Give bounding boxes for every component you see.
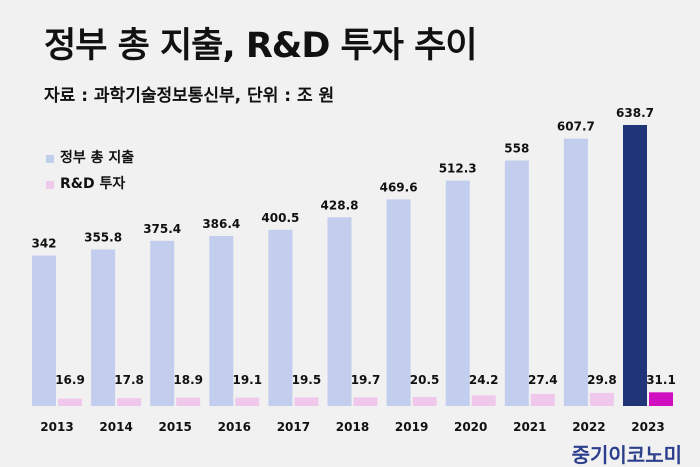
bar-rnd-2013 xyxy=(58,398,82,406)
x-tick-label-2018: 2018 xyxy=(336,420,369,434)
bar-total-2020 xyxy=(445,180,470,406)
legend-swatch xyxy=(46,180,54,189)
bar-total-2015 xyxy=(150,240,175,406)
x-tick-label-2013: 2013 xyxy=(40,420,73,434)
x-tick-label-2021: 2021 xyxy=(513,420,546,434)
x-tick-label-2020: 2020 xyxy=(454,420,487,434)
chart-subtitle: 자료 : 과학기술정보통신부, 단위 : 조 원 xyxy=(44,86,335,106)
data-label-total-2022: 607.7 xyxy=(557,120,595,134)
brand-logo: 중기이코노미 xyxy=(571,443,682,467)
bar-total-2017 xyxy=(268,229,293,406)
data-label-total-2014: 355.8 xyxy=(84,230,122,244)
data-label-rnd-2023: 31.1 xyxy=(646,373,676,387)
data-label-total-2021: 558 xyxy=(504,142,529,156)
bar-total-2021 xyxy=(504,160,529,406)
legend-swatch xyxy=(46,154,54,163)
bar-total-2019 xyxy=(386,199,411,406)
data-label-total-2023: 638.7 xyxy=(616,106,654,120)
bar-rnd-2019 xyxy=(412,396,437,406)
x-tick-label-2023: 2023 xyxy=(631,420,664,434)
data-label-total-2020: 512.3 xyxy=(439,162,477,176)
x-tick-label-2014: 2014 xyxy=(99,420,132,434)
x-tick-label-2022: 2022 xyxy=(572,420,605,434)
data-label-total-2015: 375.4 xyxy=(143,222,181,236)
data-label-rnd-2014: 17.8 xyxy=(114,373,144,387)
bar-total-2013 xyxy=(32,255,56,406)
bar-rnd-2021 xyxy=(530,393,555,406)
data-label-rnd-2013: 16.9 xyxy=(55,373,85,387)
bar-rnd-2016 xyxy=(235,397,260,406)
bar-rnd-2018 xyxy=(353,397,378,406)
data-label-rnd-2015: 18.9 xyxy=(173,373,203,387)
data-label-rnd-2021: 27.4 xyxy=(528,373,558,387)
data-label-rnd-2022: 29.8 xyxy=(587,373,617,387)
data-label-total-2018: 428.8 xyxy=(321,198,359,212)
bar-rnd-2020 xyxy=(471,395,496,406)
data-label-total-2013: 342 xyxy=(31,237,56,251)
legend-item-total-spending: 정부 총 지출 xyxy=(46,150,134,167)
data-label-rnd-2019: 20.5 xyxy=(410,373,440,387)
data-label-rnd-2017: 19.5 xyxy=(292,373,322,387)
bar-rnd-2014 xyxy=(117,398,142,406)
bar-rnd-2022 xyxy=(589,392,614,406)
x-tick-label-2016: 2016 xyxy=(218,420,251,434)
bar-rnd-2023 xyxy=(649,392,673,406)
data-label-rnd-2016: 19.1 xyxy=(232,373,262,387)
legend-label: 정부 총 지출 xyxy=(60,150,135,166)
x-tick-label-2019: 2019 xyxy=(395,420,428,434)
bar-rnd-2017 xyxy=(294,397,319,406)
bar-total-2016 xyxy=(209,236,234,406)
x-tick-label-2017: 2017 xyxy=(277,420,310,434)
x-tick-label-2015: 2015 xyxy=(158,420,191,434)
legend-item-rnd: R&D 투자 xyxy=(46,176,125,193)
chart-title: 정부 총 지출, R&D 투자 추이 xyxy=(44,26,478,66)
data-label-rnd-2018: 19.7 xyxy=(351,373,381,387)
data-label-total-2019: 469.6 xyxy=(380,180,418,194)
data-label-rnd-2020: 24.2 xyxy=(469,373,499,387)
bar-rnd-2015 xyxy=(176,397,201,406)
data-label-total-2017: 400.5 xyxy=(261,211,299,225)
legend-label: R&D 투자 xyxy=(60,176,126,192)
data-label-total-2016: 386.4 xyxy=(202,217,240,231)
bar-total-2014 xyxy=(91,249,116,406)
bar-total-2023 xyxy=(623,125,647,406)
bar-total-2022 xyxy=(563,138,588,406)
bar-total-2018 xyxy=(327,217,352,406)
